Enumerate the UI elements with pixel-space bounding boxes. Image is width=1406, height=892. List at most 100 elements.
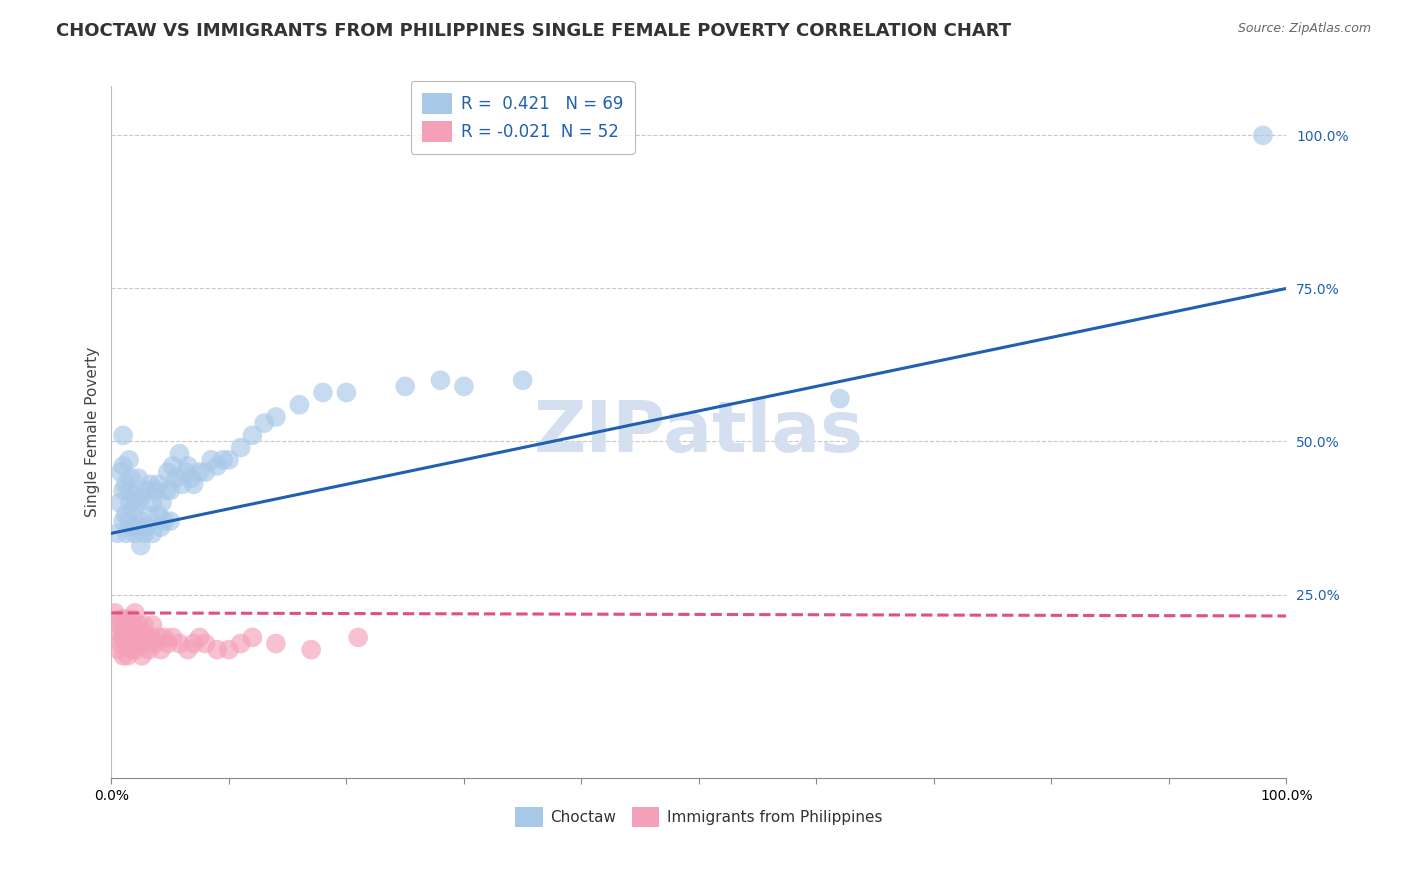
Point [188,465,211,479]
Point [129,514,152,528]
Point [159,483,181,498]
Point [128,636,150,650]
Point [205,458,228,473]
Point [194,465,217,479]
Point [453,379,475,393]
Point [121,520,143,534]
Point [122,501,145,516]
Point [112,428,135,442]
Point [120,496,142,510]
Point [183,477,205,491]
Point [200,453,222,467]
Point [156,465,179,479]
Point [132,636,155,650]
Point [229,636,252,650]
Point [105,526,128,541]
Point [127,471,149,485]
Point [141,618,163,632]
Point [148,631,170,645]
Point [242,631,264,645]
Legend: Choctaw, Immigrants from Philippines: Choctaw, Immigrants from Philippines [509,801,889,833]
Point [112,636,135,650]
Point [159,514,181,528]
Point [183,636,205,650]
Point [124,624,146,639]
Point [218,453,240,467]
Point [264,636,287,650]
Point [150,496,173,510]
Point [112,624,135,639]
Point [394,379,416,393]
Point [121,612,143,626]
Point [205,642,228,657]
Point [169,447,191,461]
Point [127,520,149,534]
Point [115,631,138,645]
Point [118,624,141,639]
Point [148,477,170,491]
Point [148,508,170,522]
Point [129,624,152,639]
Point [143,636,166,650]
Point [429,373,451,387]
Text: CHOCTAW VS IMMIGRANTS FROM PHILIPPINES SINGLE FEMALE POVERTY CORRELATION CHART: CHOCTAW VS IMMIGRANTS FROM PHILIPPINES S… [56,22,1011,40]
Point [212,453,235,467]
Point [177,458,200,473]
Point [131,490,153,504]
Point [229,441,252,455]
Point [1251,128,1274,143]
Text: Source: ZipAtlas.com: Source: ZipAtlas.com [1237,22,1371,36]
Point [108,618,131,632]
Point [188,631,211,645]
Point [124,490,146,504]
Point [111,631,134,645]
Point [134,618,156,632]
Point [110,612,132,626]
Point [110,465,132,479]
Point [169,636,191,650]
Point [114,612,136,626]
Point [108,496,131,510]
Point [264,409,287,424]
Point [112,648,135,663]
Point [107,642,129,657]
Point [149,642,172,657]
Point [120,636,142,650]
Point [122,636,145,650]
Point [120,642,142,657]
Text: ZIPatlas: ZIPatlas [534,398,865,467]
Point [114,508,136,522]
Point [112,514,135,528]
Point [174,465,197,479]
Point [153,514,176,528]
Point [125,642,148,657]
Point [512,373,534,387]
Point [177,642,200,657]
Point [105,624,128,639]
Point [138,508,160,522]
Point [139,631,162,645]
Point [127,631,149,645]
Point [117,648,139,663]
Point [124,606,146,620]
Point [127,618,149,632]
Point [124,526,146,541]
Y-axis label: Single Female Poverty: Single Female Poverty [86,347,100,517]
Point [347,631,370,645]
Point [112,458,135,473]
Point [299,642,322,657]
Point [194,636,217,650]
Point [288,398,311,412]
Point [115,526,138,541]
Point [253,416,276,430]
Point [112,483,135,498]
Point [139,477,162,491]
Point [120,471,142,485]
Point [218,642,240,657]
Point [110,636,132,650]
Point [135,631,157,645]
Point [120,618,142,632]
Point [335,385,357,400]
Point [135,520,157,534]
Point [138,642,160,657]
